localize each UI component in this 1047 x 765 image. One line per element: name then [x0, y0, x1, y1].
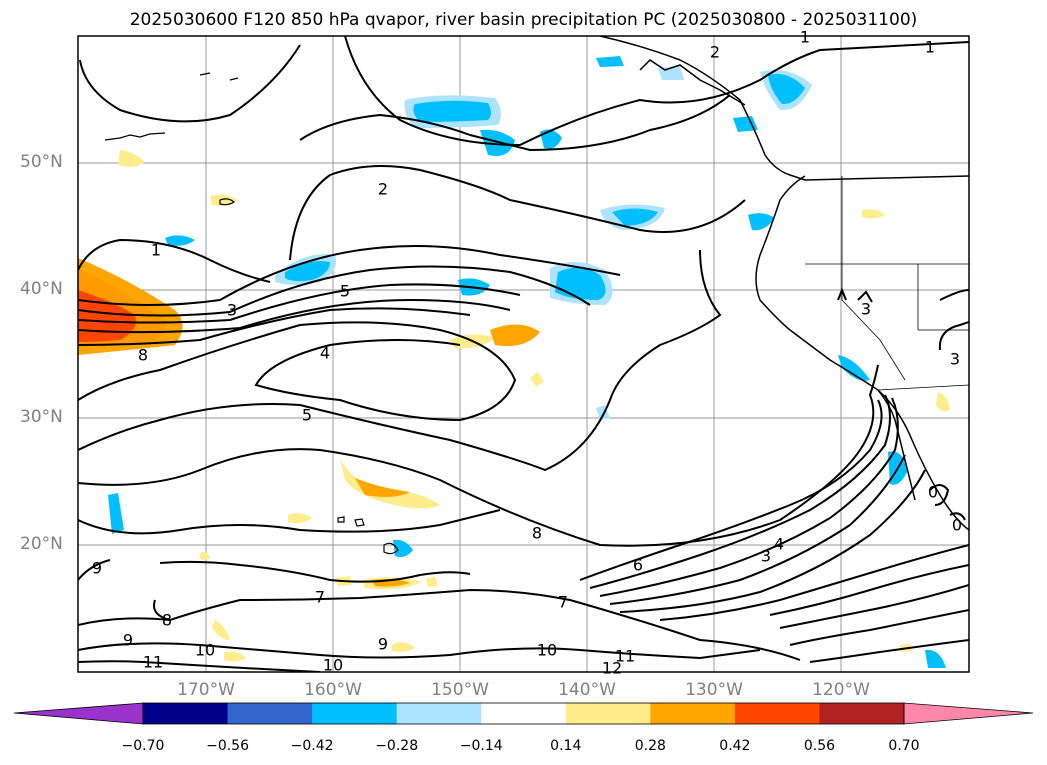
contour-label: 7: [558, 593, 568, 612]
contour-label: 1: [925, 38, 935, 57]
lon-label-130w: 130°W: [685, 680, 743, 700]
contour-label: 3: [861, 300, 871, 319]
lon-label-170w: 170°W: [177, 680, 235, 700]
contour-label: 2: [710, 43, 720, 62]
colorbar-segment: [227, 703, 313, 724]
colorbar-tick-label: −0.56: [206, 738, 249, 754]
colorbar-tick-label: 0.70: [888, 738, 920, 754]
colorbar-segment: [734, 703, 820, 724]
contour-label: 9: [92, 559, 102, 578]
contour-label: 3: [761, 547, 771, 566]
colorbar-tick-label: −0.42: [290, 738, 334, 754]
contour-label: 0: [952, 516, 962, 535]
contour-label: 2: [378, 180, 388, 199]
contour-label: 3: [950, 350, 960, 369]
colorbar-segment: [481, 703, 567, 724]
colorbar-extend-min: [13, 702, 144, 725]
contour-label: 4: [774, 535, 784, 554]
map-frame: [77, 35, 970, 673]
contour-label: 10: [323, 656, 343, 675]
colorbar-segment: [650, 703, 736, 724]
colorbar-extend-max: [903, 702, 1034, 725]
state-borders: [805, 176, 969, 391]
contour-label: 10: [537, 641, 557, 660]
contour-label: 10: [195, 641, 215, 660]
contour-label: 5: [302, 406, 312, 425]
contour-label: 5: [340, 282, 350, 301]
contour-labels: 1 2 1 2 3 4 5 5 8 1 3 4 6 7 8 9 10 11 12…: [92, 28, 962, 678]
contour-label: 7: [315, 588, 325, 607]
colorbar-tick-label: 0.14: [550, 738, 582, 754]
contour-label: 6: [633, 556, 643, 575]
contour-label: 9: [123, 631, 133, 650]
graticule: [78, 36, 969, 672]
contour-label: 4: [320, 344, 330, 363]
colorbar-segment: [143, 703, 229, 724]
lat-label-30n: 30°N: [20, 407, 63, 427]
lat-label-50n: 50°N: [20, 152, 63, 172]
coastlines: [599, 36, 969, 531]
lon-label-120w: 120°W: [812, 680, 870, 700]
colorbar-tick-label: −0.14: [459, 738, 503, 754]
contour-label: 12: [602, 659, 622, 678]
qvapor-contours: [78, 36, 969, 672]
contour-label: 11: [615, 647, 635, 666]
colorbar-segment: [819, 703, 905, 724]
lon-label-150w: 150°W: [431, 680, 489, 700]
map-panel: 1 2 1 2 3 4 5 5 8 1 3 4 6 7 8 9 10 11 12…: [77, 28, 970, 678]
map-title: 2025030600 F120 850 hPa qvapor, river ba…: [129, 10, 918, 30]
colorbar-segment: [565, 703, 651, 724]
contour-label: 3: [227, 301, 237, 320]
colorbar: [13, 702, 1034, 725]
contour-label: 8: [138, 346, 148, 365]
colorbar-tick-label: 0.42: [719, 738, 751, 754]
lon-label-160w: 160°W: [304, 680, 362, 700]
contour-label: 11: [143, 653, 163, 672]
lat-label-40n: 40°N: [20, 279, 63, 299]
contour-label: 8: [162, 611, 172, 630]
contour-label: 8: [532, 524, 542, 543]
colorbar-segment: [312, 703, 398, 724]
colorbar-tick-label: 0.28: [634, 738, 666, 754]
contour-label: 9: [378, 635, 388, 654]
contour-label: 1: [800, 28, 810, 47]
lon-label-140w: 140°W: [558, 680, 616, 700]
contour-label: 1: [151, 241, 161, 260]
contour-label: 0: [928, 483, 938, 502]
colorbar-segment: [396, 703, 482, 724]
colorbar-tick-label: 0.56: [803, 738, 836, 754]
colorbar-tick-label: −0.28: [375, 738, 419, 754]
colorbar-tick-label: −0.70: [121, 738, 165, 754]
lat-label-20n: 20°N: [20, 534, 63, 554]
islands: [104, 72, 399, 555]
